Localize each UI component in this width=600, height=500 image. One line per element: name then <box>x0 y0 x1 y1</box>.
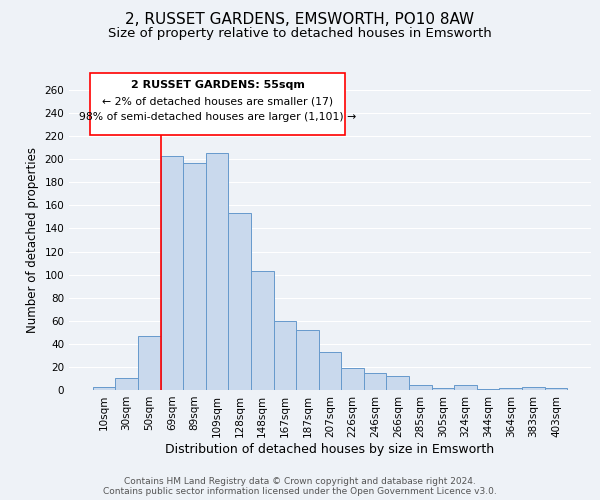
Text: Contains public sector information licensed under the Open Government Licence v3: Contains public sector information licen… <box>103 487 497 496</box>
Text: Contains HM Land Registry data © Crown copyright and database right 2024.: Contains HM Land Registry data © Crown c… <box>124 477 476 486</box>
Bar <box>206 154 229 390</box>
Bar <box>386 376 409 390</box>
Text: 98% of semi-detached houses are larger (1,101) →: 98% of semi-detached houses are larger (… <box>79 112 356 122</box>
Bar <box>409 386 431 390</box>
Bar <box>431 388 454 390</box>
Bar <box>545 388 567 390</box>
Bar <box>522 386 545 390</box>
X-axis label: Distribution of detached houses by size in Emsworth: Distribution of detached houses by size … <box>166 442 494 456</box>
Bar <box>274 321 296 390</box>
Bar <box>364 372 386 390</box>
Bar <box>454 386 477 390</box>
Bar <box>499 388 522 390</box>
Text: 2 RUSSET GARDENS: 55sqm: 2 RUSSET GARDENS: 55sqm <box>131 80 304 90</box>
Bar <box>229 214 251 390</box>
Bar <box>319 352 341 390</box>
Bar <box>161 156 183 390</box>
Y-axis label: Number of detached properties: Number of detached properties <box>26 147 39 333</box>
Bar <box>115 378 138 390</box>
Text: ← 2% of detached houses are smaller (17): ← 2% of detached houses are smaller (17) <box>102 96 333 106</box>
Bar <box>477 389 499 390</box>
Text: Size of property relative to detached houses in Emsworth: Size of property relative to detached ho… <box>108 28 492 40</box>
Bar <box>251 271 274 390</box>
Bar <box>93 386 115 390</box>
Bar <box>341 368 364 390</box>
Bar <box>296 330 319 390</box>
Bar <box>183 162 206 390</box>
Text: 2, RUSSET GARDENS, EMSWORTH, PO10 8AW: 2, RUSSET GARDENS, EMSWORTH, PO10 8AW <box>125 12 475 28</box>
Bar <box>138 336 161 390</box>
